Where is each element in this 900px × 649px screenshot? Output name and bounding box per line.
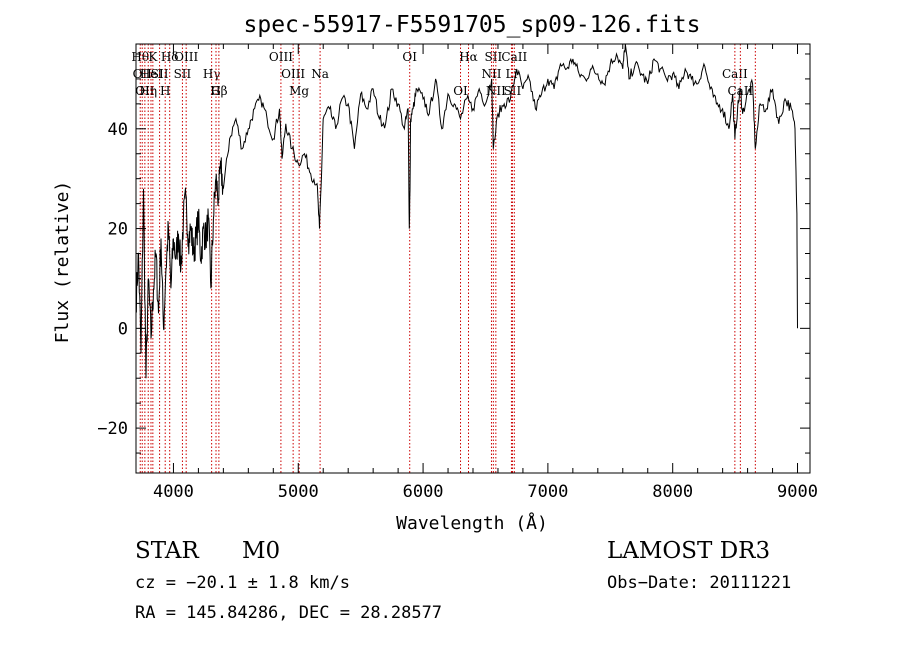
- y-tick-label: 40: [108, 120, 128, 140]
- marker-label: OIII: [281, 67, 305, 81]
- coordinates: RA = 145.84286, DEC = 28.28577: [135, 603, 443, 623]
- marker-label: Hα: [459, 50, 478, 64]
- y-axis-label: Flux (relative): [52, 181, 73, 344]
- x-tick-label: 9000: [777, 482, 818, 502]
- redshift-cz: cz = −20.1 ± 1.8 km/s: [135, 573, 350, 593]
- marker-label: NII: [481, 67, 501, 81]
- x-tick-label: 5000: [278, 482, 319, 502]
- object-subclass: M0: [242, 538, 281, 564]
- y-tick-label: 20: [108, 220, 128, 240]
- marker-label: K: [148, 50, 158, 64]
- marker-label: Na: [311, 67, 329, 81]
- marker-label: OI: [402, 50, 417, 64]
- marker-label: Hβ: [210, 84, 227, 98]
- chart-title: spec-55917-F5591705_sp09-126.fits: [244, 12, 701, 38]
- survey-name: LAMOST DR3: [607, 538, 771, 564]
- axes: 4000 5000 6000 7000 8000 9000 −20 0 20 40: [97, 44, 818, 502]
- marker-label: CaII: [501, 50, 527, 64]
- flux-line: [135, 43, 798, 379]
- x-tick-label: 7000: [527, 482, 568, 502]
- marker-label: OII: [135, 84, 155, 98]
- x-tick-label: 6000: [403, 482, 444, 502]
- marker-label: Hθ: [131, 50, 149, 64]
- marker-label: G: [211, 84, 221, 98]
- marker-label: OIII: [269, 50, 293, 64]
- marker-label: SII: [484, 50, 502, 64]
- marker-label: H: [160, 84, 170, 98]
- object-class: STAR: [135, 538, 199, 564]
- marker-label: Li: [506, 67, 518, 81]
- marker-label: Hδ: [161, 50, 179, 64]
- marker-label: HeI: [140, 67, 163, 81]
- marker-label: Hη: [139, 84, 157, 98]
- marker-label: SII: [151, 67, 169, 81]
- marker-label: Hγ: [203, 67, 221, 81]
- emission-line-markers: HθOIIOIIHηHeIKSIIHHδSIIOIIIHγGHβOIIIOIII…: [131, 44, 756, 473]
- x-tick-label: 8000: [652, 482, 693, 502]
- flux-series: [135, 43, 798, 379]
- marker-label: OI: [453, 84, 468, 98]
- marker-label: CaII: [722, 67, 748, 81]
- marker-label: SII: [504, 84, 522, 98]
- marker-label: OIII: [174, 50, 198, 64]
- x-tick-label: 4000: [153, 482, 194, 502]
- marker-label: SII: [174, 67, 192, 81]
- y-tick-label: 0: [118, 319, 128, 339]
- marker-label: Mg: [289, 84, 309, 98]
- y-tick-label: −20: [97, 419, 128, 439]
- x-axis-label: Wavelength (Å): [396, 512, 548, 534]
- marker-label: OII: [133, 67, 153, 81]
- observation-date: Obs−Date: 20111221: [607, 573, 792, 593]
